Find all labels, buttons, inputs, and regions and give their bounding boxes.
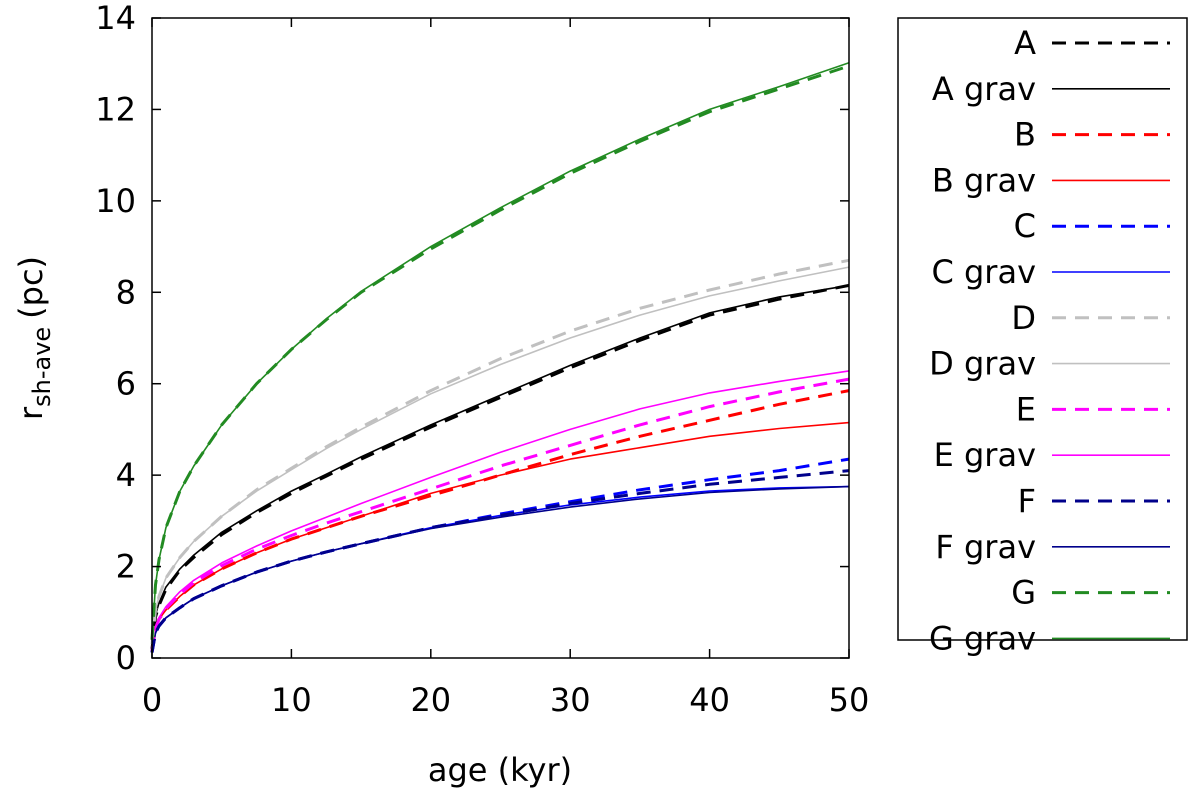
- series-line-b: [150, 389, 850, 652]
- legend-label-f: F: [1018, 482, 1036, 520]
- series-line-e: [150, 377, 850, 652]
- y-axis-title: rsh-ave (pc): [12, 256, 56, 420]
- x-tick-label: 0: [142, 681, 162, 719]
- y-tick-label: 8: [116, 273, 136, 311]
- x-axis: 0 10 20 30 40 50: [142, 18, 870, 719]
- series-line-d-grav: [151, 266, 850, 645]
- y-tick-label: 2: [116, 548, 136, 586]
- y-tick-label: 10: [95, 182, 136, 220]
- y-tick-label: 0: [116, 639, 136, 677]
- series-line-b-grav: [151, 421, 850, 652]
- plot-area: [150, 62, 850, 653]
- legend-label-g: G: [1011, 574, 1036, 612]
- y-tick-label: 6: [116, 365, 136, 403]
- x-tick-label: 20: [410, 681, 451, 719]
- series-line-a: [150, 283, 850, 650]
- legend-label-c-grav: C grav: [931, 253, 1036, 291]
- series-line-a-grav: [151, 284, 850, 649]
- x-tick-label: 40: [689, 681, 730, 719]
- legend-label-d-grav: D grav: [929, 345, 1036, 383]
- y-axis: 0 2 4 6 8 10 12 14: [95, 0, 849, 677]
- x-tick-label: 10: [271, 681, 312, 719]
- legend-label-g-grav: G grav: [929, 619, 1036, 657]
- legend: A A grav B B grav C C grav D D grav E E grav F F gr…: [929, 24, 1170, 657]
- legend-label-a: A: [1014, 24, 1036, 62]
- y-tick-label: 14: [95, 0, 136, 37]
- legend-label-b-grav: B grav: [932, 161, 1036, 199]
- series-line-f: [150, 469, 850, 653]
- legend-label-e-grav: E grav: [934, 436, 1036, 474]
- legend-label-d: D: [1011, 299, 1036, 337]
- series-line-g: [150, 64, 850, 640]
- y-axis-title-sub: sh-ave: [28, 327, 56, 407]
- series-line-d: [150, 258, 850, 645]
- x-tick-label: 50: [829, 681, 870, 719]
- legend-label-f-grav: F grav: [935, 528, 1036, 566]
- legend-label-c: C: [1014, 207, 1036, 245]
- x-tick-label: 30: [550, 681, 591, 719]
- legend-box: [897, 17, 1188, 641]
- y-axis-title-main: r: [12, 406, 50, 420]
- y-tick-label: 4: [116, 456, 136, 494]
- legend-label-e: E: [1016, 390, 1036, 428]
- plot-frame: [151, 17, 850, 659]
- y-axis-title-unit: (pc): [12, 256, 50, 319]
- series-line-e-grav: [151, 370, 850, 652]
- legend-label-b: B: [1014, 116, 1036, 154]
- y-tick-label: 12: [95, 90, 136, 128]
- legend-label-a-grav: A grav: [932, 70, 1036, 108]
- x-axis-title: age (kyr): [428, 751, 572, 789]
